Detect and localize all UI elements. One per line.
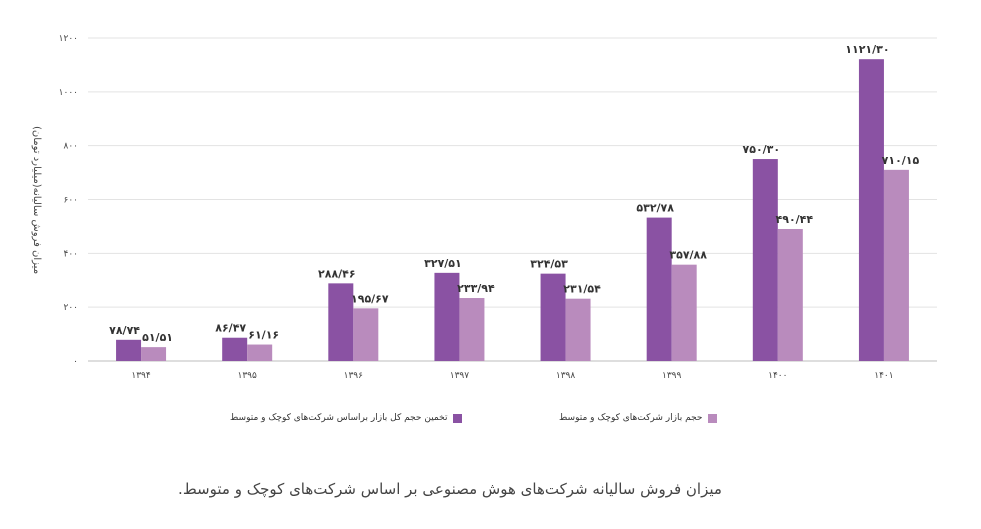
x-tick-label: ۱۳۹۴ [131,371,151,381]
x-tick-label: ۱۴۰۰ [768,371,787,381]
bar-series-2 [671,264,697,361]
x-tick-label: ۱۳۹۹ [662,371,682,381]
x-tick-label: ۱۴۰۱ [874,371,893,381]
gridlines [88,37,937,362]
x-tick-label: ۱۳۹۷ [450,371,470,381]
bar-series-2 [565,298,591,361]
data-label: ۷۵۰/۳۰ [743,143,781,156]
data-label: ۸۶/۴۷ [215,322,246,335]
x-axis-ticks: ۱۳۹۴ ۱۳۹۵ ۱۳۹۶ ۱۳۹۷ ۱۳۹۸ ۱۳۹۹ ۱۴۰۰ ۱۴۰۱ [131,371,893,381]
y-axis-ticks: ۰ ۲۰۰ ۴۰۰ ۶۰۰ ۸۰۰ ۱۰۰۰ ۱۲۰۰ [59,34,78,367]
legend-swatch-series-2 [708,413,718,423]
y-axis-label: میزان فروش سالیانه(میلیارد تومان) [31,126,42,274]
x-tick-label: ۱۳۹۵ [238,371,258,381]
bar-series-1 [540,273,566,361]
bar-series-1 [116,339,142,361]
data-label: ۳۲۴/۵۳ [530,258,568,271]
bar-series-1 [328,283,354,361]
data-label: ۱۹۵/۶۷ [351,292,389,305]
data-label: ۷۸/۷۴ [109,324,140,337]
bar-series-1 [434,272,460,361]
data-label: ۶۱/۱۶ [248,329,279,342]
bar-series-1 [752,159,778,361]
bar-series-2 [883,169,909,361]
data-label: ۲۳۳/۹۴ [457,282,495,295]
y-tick-label: ۰ [73,357,78,367]
y-tick-label: ۱۰۰۰ [59,88,78,98]
data-label: ۷۱۰/۱۵ [882,154,920,167]
bar-series-2 [777,228,803,361]
y-tick-label: ۶۰۰ [63,196,78,206]
bar-series-2 [247,344,273,361]
data-label: ۵۱/۵۱ [142,331,173,344]
legend-item-series-1: تخمین حجم کل بازار براساس شرکت‌های کوچک … [230,413,463,423]
y-tick-label: ۸۰۰ [63,142,78,152]
bar-series-1 [222,337,248,361]
y-tick-label: ۱۲۰۰ [59,34,78,44]
bar-series-2 [141,347,167,361]
data-label: ۵۳۲/۷۸ [636,202,674,215]
data-label: ۳۲۷/۵۱ [424,257,462,270]
data-label: ۱۱۲۱/۳۰ [845,43,889,56]
y-tick-label: ۴۰۰ [63,249,78,259]
data-label: ۳۵۷/۸۸ [669,249,707,262]
figure-caption: میزان فروش سالیانه شرکت‌های هوش مصنوعی ب… [178,480,722,498]
legend-label-series-2: حجم بازار شرکت‌های کوچک و متوسط [559,413,703,423]
bar-series-1 [858,59,884,362]
x-tick-label: ۱۳۹۶ [344,371,364,381]
x-tick-label: ۱۳۹۸ [556,371,576,381]
legend-swatch-series-1 [453,413,463,423]
y-tick-label: ۲۰۰ [63,303,78,313]
bar-series-1 [646,217,672,361]
data-label: ۲۳۱/۵۴ [563,283,601,296]
legend-label-series-1: تخمین حجم کل بازار براساس شرکت‌های کوچک … [230,413,448,423]
data-label: ۲۸۸/۴۶ [318,267,356,280]
bar-series-2 [353,308,379,361]
bar-series-2 [459,298,485,361]
legend-item-series-2: حجم بازار شرکت‌های کوچک و متوسط [559,413,718,423]
bars [116,59,909,362]
data-label: ۴۹۰/۴۴ [776,213,814,226]
